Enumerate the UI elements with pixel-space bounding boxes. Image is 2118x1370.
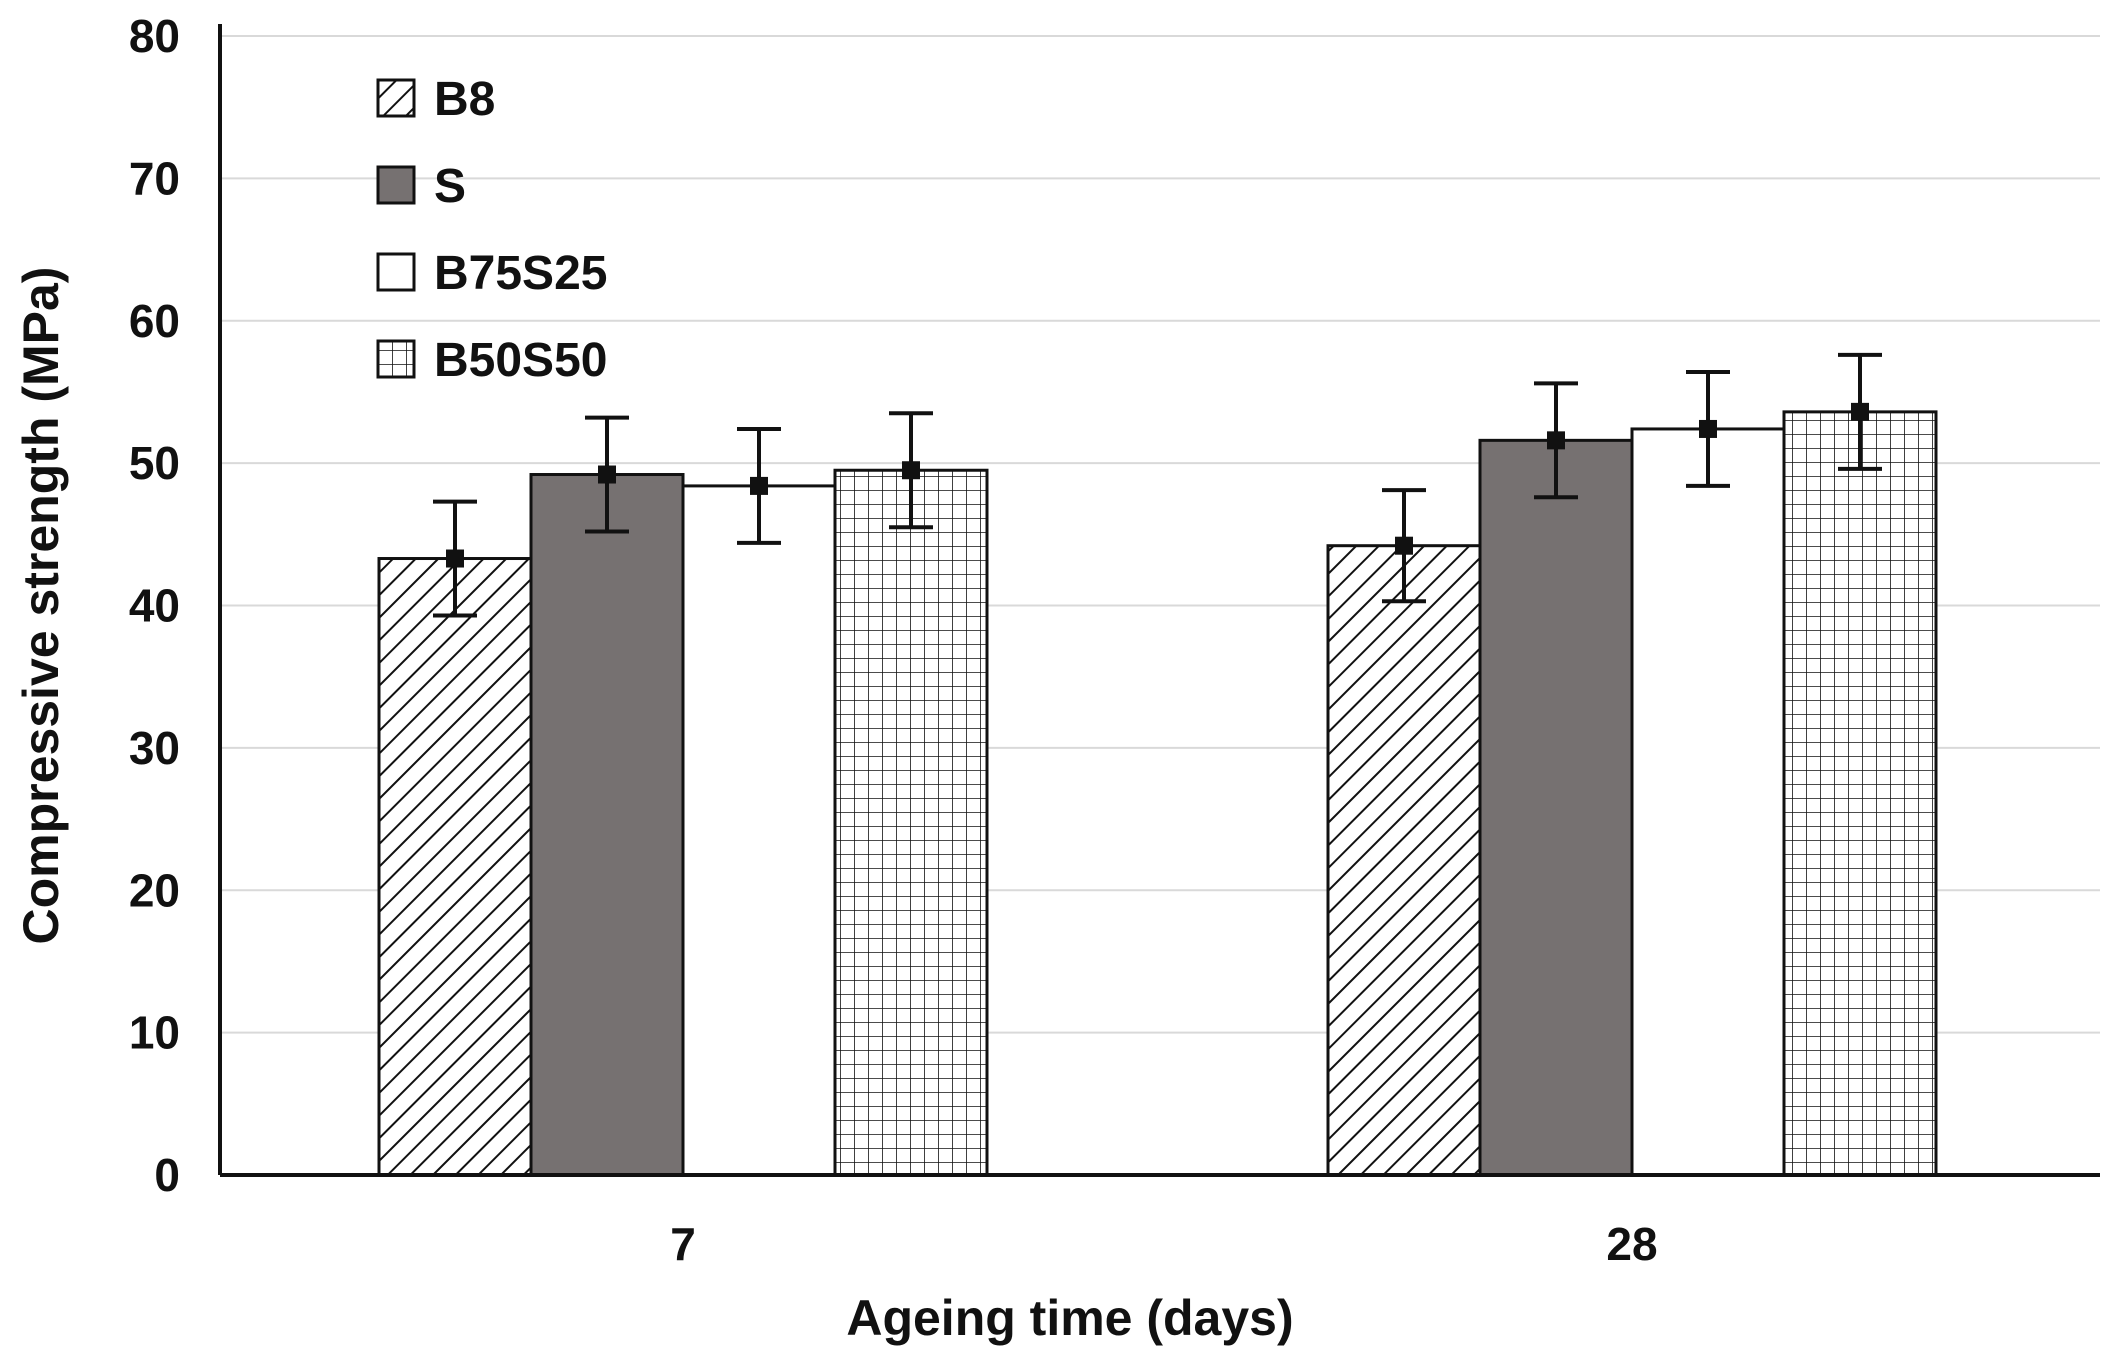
- mean-marker-S-7: [598, 466, 616, 484]
- mean-marker-B75S25-7: [750, 477, 768, 495]
- legend-item-B50S50: B50S50: [378, 334, 607, 387]
- bar-B75S25-28: [1632, 429, 1784, 1175]
- legend-item-B75S25: B75S25: [378, 247, 607, 300]
- legend-swatch: [378, 167, 414, 203]
- y-tick-label: 80: [129, 10, 180, 62]
- y-tick-label: 0: [154, 1149, 180, 1201]
- bar-B50S50-7: [835, 470, 987, 1175]
- y-tick-label: 60: [129, 295, 180, 347]
- y-tick-label: 70: [129, 152, 180, 204]
- bar-S-28: [1480, 440, 1632, 1175]
- bar-B50S50-28: [1784, 412, 1936, 1175]
- legend-item-S: S: [378, 160, 466, 213]
- y-tick-label: 40: [129, 580, 180, 632]
- x-tick-label: 7: [670, 1218, 696, 1270]
- legend: B8 S B75S25 B50S50: [378, 73, 607, 387]
- x-axis-title: Ageing time (days): [846, 1290, 1293, 1346]
- y-tick-label: 50: [129, 437, 180, 489]
- legend-label: B50S50: [434, 334, 607, 387]
- legend-label: B75S25: [434, 247, 607, 300]
- mean-marker-B8-28: [1395, 537, 1413, 555]
- mean-marker-B50S50-28: [1851, 403, 1869, 421]
- bars: [379, 355, 1936, 1175]
- y-axis-title: Compressive strength (MPa): [13, 267, 69, 945]
- legend-swatch: [378, 341, 414, 377]
- mean-marker-B50S50-7: [902, 461, 920, 479]
- mean-marker-B8-7: [446, 550, 464, 568]
- chart-canvas: 0 10 20 30 40 50 60 70 80 7 28 B8 S B75S25 B50S50 Age…: [0, 0, 2118, 1370]
- legend-swatch: [378, 254, 414, 290]
- legend-label: S: [434, 160, 466, 213]
- chart: 0 10 20 30 40 50 60 70 80 7 28 B8 S B75S25 B50S50 Age…: [0, 0, 2118, 1370]
- x-tick-label: 28: [1606, 1218, 1657, 1270]
- bar-B8-28: [1328, 546, 1480, 1175]
- legend-label: B8: [434, 73, 495, 126]
- bar-B8-7: [379, 559, 531, 1175]
- y-tick-label: 30: [129, 722, 180, 774]
- bar-S-7: [531, 475, 683, 1175]
- mean-marker-S-28: [1547, 431, 1565, 449]
- legend-swatch: [378, 80, 414, 116]
- mean-marker-B75S25-28: [1699, 420, 1717, 438]
- bar-B75S25-7: [683, 486, 835, 1175]
- y-tick-label: 10: [129, 1007, 180, 1059]
- y-tick-label: 20: [129, 864, 180, 916]
- legend-item-B8: B8: [378, 73, 495, 126]
